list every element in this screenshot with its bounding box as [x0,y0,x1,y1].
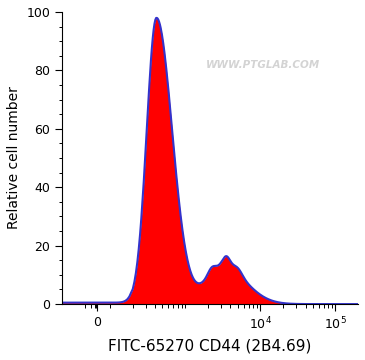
Y-axis label: Relative cell number: Relative cell number [7,87,21,229]
Text: WWW.PTGLAB.COM: WWW.PTGLAB.COM [206,59,320,69]
X-axis label: FITC-65270 CD44 (2B4.69): FITC-65270 CD44 (2B4.69) [108,338,312,353]
